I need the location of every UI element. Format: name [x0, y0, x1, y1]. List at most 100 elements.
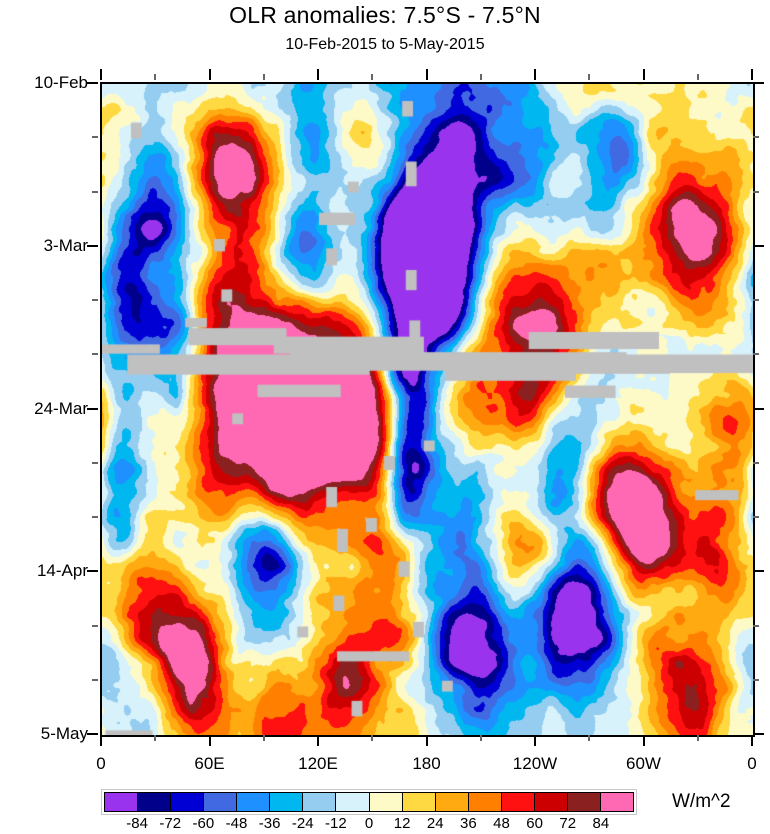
colorbar-swatch: [138, 793, 172, 811]
y-minor-tick: [92, 136, 98, 138]
y-axis-labels: 10-Feb 3-Mar 24-Mar 14-Apr 5-May: [0, 0, 88, 834]
colorbar-swatch: [567, 793, 601, 811]
y-minor-tick: [92, 516, 98, 518]
x-top-minor-tick: [588, 74, 590, 80]
colorbar-tick-label: 0: [364, 815, 374, 832]
colorbar-swatch: [369, 793, 403, 811]
colorbar-tick-label: -48: [225, 815, 248, 832]
x-major-tick: [317, 735, 319, 746]
page-title: OLR anomalies: 7.5°S - 7.5°N: [229, 2, 541, 28]
y-right-major-tick: [753, 82, 764, 84]
colorbar-frame: [101, 789, 637, 815]
x-minor-tick: [588, 735, 590, 741]
colorbar-tick-label: -60: [192, 815, 215, 832]
x-top-major-tick: [534, 69, 536, 80]
colorbar-swatch: [336, 793, 370, 811]
x-minor-tick: [154, 735, 156, 741]
olr-anomaly-field: [102, 84, 753, 735]
colorbar-tick-label: -84: [126, 815, 148, 832]
x-major-tick: [209, 735, 211, 746]
y-right-minor-tick: [753, 299, 759, 301]
x-top-minor-tick: [154, 74, 156, 80]
y-minor-tick: [92, 679, 98, 681]
y-minor-tick: [92, 353, 98, 355]
x-top-minor-tick: [480, 74, 482, 80]
y-major-tick: [87, 408, 98, 410]
x-top-minor-tick: [263, 74, 265, 80]
x-axis-label: 120E: [298, 754, 338, 773]
x-major-tick: [100, 735, 102, 746]
colorbar-swatch: [468, 793, 502, 811]
x-top-major-tick: [643, 69, 645, 80]
colorbar-tick-label: -72: [159, 815, 182, 832]
x-axis-label: 60E: [194, 754, 225, 773]
colorbar-tick-label: 60: [526, 815, 543, 832]
y-right-major-tick: [753, 245, 764, 247]
y-right-major-tick: [753, 408, 764, 410]
x-major-tick: [426, 735, 428, 746]
colorbar-swatch: [270, 793, 304, 811]
colorbar-tick-label: 84: [592, 815, 610, 832]
colorbar-swatch: [600, 793, 633, 811]
x-axis-label: 0: [96, 754, 106, 773]
y-major-tick: [87, 570, 98, 572]
colorbar-tick-label: -24: [291, 815, 314, 832]
x-major-tick: [643, 735, 645, 746]
x-major-tick: [534, 735, 536, 746]
x-minor-tick: [697, 735, 699, 741]
x-major-tick: [751, 735, 753, 746]
colorbar-swatch: [204, 793, 238, 811]
colorbar-swatch: [237, 793, 271, 811]
y-right-minor-tick: [753, 462, 759, 464]
y-right-minor-tick: [753, 679, 759, 681]
colorbar: [104, 792, 634, 812]
x-minor-tick: [480, 735, 482, 741]
x-axis-label: 0: [747, 754, 757, 773]
colorbar-tick-label: 48: [493, 815, 510, 832]
x-axis-label: 180: [412, 754, 441, 773]
colorbar-tick-label: 12: [393, 815, 411, 832]
y-major-tick: [87, 733, 98, 735]
y-right-minor-tick: [753, 516, 759, 518]
x-top-major-tick: [100, 69, 102, 80]
y-axis-label: 24-Mar: [34, 398, 88, 418]
x-top-major-tick: [751, 69, 753, 80]
y-right-minor-tick: [753, 191, 759, 193]
y-right-major-tick: [753, 733, 764, 735]
x-axis-label: 120W: [512, 754, 558, 773]
x-top-major-tick: [209, 69, 211, 80]
colorbar-tick-label: 36: [460, 815, 477, 832]
y-minor-tick: [92, 191, 98, 193]
y-right-major-tick: [753, 570, 764, 572]
y-axis-label: 14-Apr: [36, 561, 88, 581]
y-right-minor-tick: [753, 625, 759, 627]
x-top-minor-tick: [371, 74, 373, 80]
colorbar-tick-label: -12: [325, 815, 347, 832]
colorbar-tick-label: 24: [426, 815, 444, 832]
y-minor-tick: [92, 299, 98, 301]
page-subtitle: 10-Feb-2015 to 5-May-2015: [285, 36, 485, 53]
colorbar-swatch: [171, 793, 205, 811]
x-minor-tick: [371, 735, 373, 741]
hovmoller-plot-area: [100, 82, 755, 737]
colorbar-swatch: [534, 793, 568, 811]
y-axis-label: 5-May: [40, 724, 88, 743]
y-right-minor-tick: [753, 353, 759, 355]
x-axis-label: 60W: [626, 754, 661, 773]
y-axis-label: 10-Feb: [34, 73, 88, 92]
y-axis-label: 3-Mar: [43, 235, 88, 255]
y-minor-tick: [92, 625, 98, 627]
y-major-tick: [87, 82, 98, 84]
colorbar-swatch: [105, 793, 139, 811]
colorbar-swatch: [402, 793, 436, 811]
colorbar-tick-label: -36: [258, 815, 281, 832]
x-top-major-tick: [317, 69, 319, 80]
y-major-tick: [87, 245, 98, 247]
colorbar-swatch: [501, 793, 535, 811]
y-minor-tick: [92, 462, 98, 464]
colorbar-unit-label: W/m^2: [672, 791, 731, 812]
x-minor-tick: [263, 735, 265, 741]
y-right-minor-tick: [753, 136, 759, 138]
colorbar-swatch: [303, 793, 337, 811]
colorbar-tick-label: 72: [559, 815, 577, 832]
